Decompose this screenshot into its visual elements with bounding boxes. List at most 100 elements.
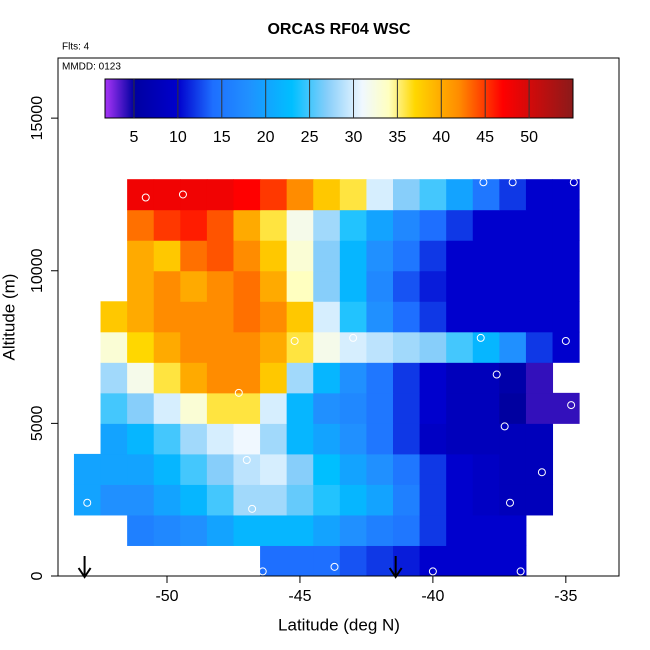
heat-cell (525, 392, 554, 424)
observation-point (516, 567, 525, 576)
heat-cell (419, 179, 447, 211)
heat-cell (260, 240, 288, 272)
colorbar-tick-label: 50 (520, 129, 538, 146)
heat-cell (339, 423, 367, 455)
heat-cell (206, 209, 234, 241)
heat-cell (472, 453, 500, 485)
heat-cell (73, 484, 102, 516)
colorbar-tick-label: 15 (213, 129, 231, 146)
heat-cell (233, 453, 261, 485)
heat-cell (286, 301, 314, 333)
observation-point (83, 498, 92, 507)
x-axis-label: Latitude (deg N) (278, 615, 400, 634)
heat-cell (180, 270, 208, 302)
heat-cell (153, 179, 181, 211)
y-tick-label: 15000 (29, 96, 46, 141)
observation-point (569, 178, 578, 187)
heat-cell (393, 179, 421, 211)
heat-cell (206, 362, 234, 394)
heat-cell (499, 392, 527, 424)
heat-cell (419, 209, 447, 241)
heat-cell (180, 484, 208, 516)
heat-cell (153, 362, 181, 394)
heat-cell (499, 301, 527, 333)
observation-point (349, 333, 358, 342)
x-tick-label: -50 (155, 588, 178, 605)
heat-cell (260, 514, 288, 546)
heat-cell (127, 301, 155, 333)
heat-cell (313, 179, 341, 211)
heat-cell (260, 484, 288, 516)
heat-cell (286, 240, 314, 272)
heat-cell (366, 453, 394, 485)
heat-cell (153, 209, 181, 241)
heat-cell (446, 270, 474, 302)
heat-cell (393, 209, 421, 241)
heat-cell (393, 270, 421, 302)
heat-cell (206, 240, 234, 272)
observation-point (492, 370, 501, 379)
heat-cell (552, 179, 580, 211)
observation-point (508, 178, 517, 187)
heat-cell (260, 301, 288, 333)
heat-cell (180, 392, 208, 424)
heat-cell (127, 240, 155, 272)
heat-cell (180, 453, 208, 485)
heat-cell (153, 270, 181, 302)
observation-point (178, 190, 187, 199)
heat-cell (525, 362, 554, 394)
heat-cell (366, 179, 394, 211)
heat-cell (180, 209, 208, 241)
heat-cell (180, 331, 208, 363)
heat-cell (260, 545, 288, 577)
heat-cell (472, 240, 500, 272)
heat-cell (260, 270, 288, 302)
observation-point (476, 333, 485, 342)
x-tick-label: -40 (421, 588, 444, 605)
heat-cell (366, 545, 394, 577)
heat-cell (339, 514, 367, 546)
heat-cell (366, 484, 394, 516)
heat-cell (206, 484, 234, 516)
heat-cell (339, 301, 367, 333)
heat-cell (313, 514, 341, 546)
heat-cell (499, 514, 527, 546)
heat-cell (525, 331, 554, 363)
heat-cell (153, 301, 181, 333)
heat-cell (233, 179, 261, 211)
heat-cell (393, 453, 421, 485)
heat-cell (127, 423, 155, 455)
heat-cell (393, 484, 421, 516)
heat-cell (260, 392, 288, 424)
heat-cell (525, 484, 554, 516)
heat-cell (419, 423, 447, 455)
heat-cell (153, 453, 181, 485)
heat-cell (419, 484, 447, 516)
heat-cell (472, 209, 500, 241)
colorbar-tick-label: 45 (476, 129, 494, 146)
heat-cell (499, 209, 527, 241)
heat-cell (552, 270, 580, 302)
heat-cell (446, 423, 474, 455)
observation-point (141, 193, 150, 202)
heat-cell (180, 362, 208, 394)
heat-cell (313, 362, 341, 394)
heat-cell (419, 331, 447, 363)
observation-point (561, 336, 570, 345)
colorbar-tick-label: 20 (257, 129, 275, 146)
heat-cell (472, 423, 500, 455)
annotation: MMDD: 0123 (62, 62, 121, 73)
heat-cell (446, 545, 474, 577)
y-tick-label: 10000 (29, 248, 46, 293)
heat-cell (499, 270, 527, 302)
x-tick-label: -45 (288, 588, 311, 605)
heat-cell (446, 362, 474, 394)
heat-cell (472, 331, 500, 363)
heat-cell (339, 484, 367, 516)
heat-cell (233, 484, 261, 516)
heat-cell (393, 301, 421, 333)
heat-cell (419, 270, 447, 302)
heat-cell (286, 179, 314, 211)
